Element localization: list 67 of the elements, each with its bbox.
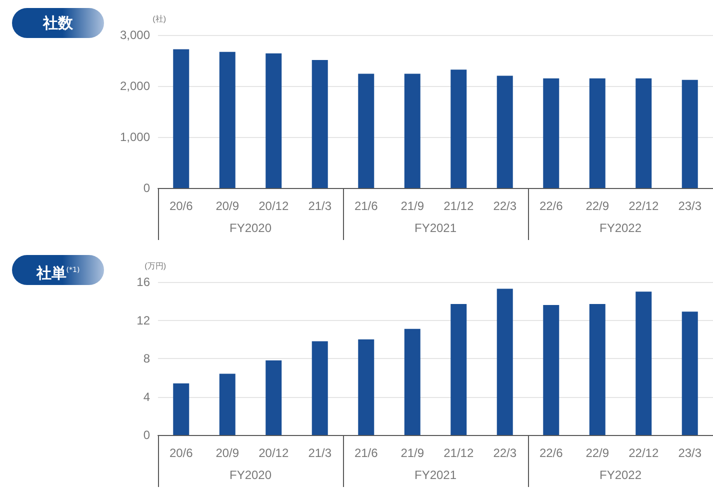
x-tick-label: 20/9 <box>216 446 240 460</box>
bar <box>543 78 560 188</box>
x-tick-label: 20/9 <box>216 199 240 213</box>
x-tick-label: 22/3 <box>493 446 517 460</box>
x-tick-label: 20/12 <box>258 199 289 213</box>
y-tick-label: 4 <box>143 390 150 404</box>
y-tick-label: 0 <box>143 181 150 195</box>
bar <box>219 374 236 435</box>
bar <box>450 304 467 435</box>
y-tick-label: 1,000 <box>120 130 150 144</box>
bar <box>682 312 698 435</box>
y-tick-label: 3,000 <box>120 28 150 42</box>
x-tick-label: 21/12 <box>444 199 474 213</box>
chart-title: 社単$^{(*1)}$ <box>12 255 104 285</box>
y-axis-title: (社) <box>152 14 166 24</box>
y-tick-label: 16 <box>136 275 150 289</box>
x-tick-label: 22/6 <box>539 446 564 460</box>
x-tick-label: 21/3 <box>308 199 332 213</box>
x-tick-label: 21/9 <box>400 199 424 213</box>
x-tick-label: 21/3 <box>308 446 332 460</box>
x-tick-label: 23/3 <box>678 446 702 460</box>
x-tick-label: 22/3 <box>493 199 517 213</box>
bar <box>404 328 420 435</box>
text: FY2022 <box>599 468 642 482</box>
x-tick-label: 23/3 <box>678 199 702 213</box>
bar <box>219 52 236 188</box>
bar <box>173 49 190 188</box>
bar <box>266 53 282 188</box>
bar <box>312 341 328 435</box>
bar <box>496 76 513 188</box>
x-tick-label: 20/12 <box>258 446 289 460</box>
text: FY2020 <box>229 221 272 235</box>
x-tick-label: 20/6 <box>169 446 194 460</box>
bar <box>358 74 374 188</box>
y-tick-label: 2,000 <box>120 79 150 93</box>
x-tick-label: 21/6 <box>354 446 378 460</box>
text: FY2021 <box>414 468 457 482</box>
bar <box>589 78 606 188</box>
bar <box>266 360 282 435</box>
y-tick-label: 0 <box>143 428 150 442</box>
bar <box>496 288 513 435</box>
x-tick-label: 21/6 <box>354 199 378 213</box>
bar <box>404 74 420 188</box>
x-tick-label: 22/9 <box>586 199 610 213</box>
text: FY2020 <box>229 468 272 482</box>
bar <box>636 78 652 188</box>
x-tick-label: 21/12 <box>444 446 474 460</box>
bar <box>682 80 698 188</box>
x-tick-label: 22/9 <box>586 446 610 460</box>
y-axis-title: (万円) <box>144 262 166 270</box>
text: FY2021 <box>414 221 457 235</box>
bar <box>358 339 374 435</box>
bar <box>312 60 328 188</box>
chart-title: 社数 <box>12 8 104 38</box>
bar <box>173 383 190 435</box>
bar <box>543 304 560 435</box>
bar <box>636 292 652 435</box>
y-tick-label: 12 <box>136 313 150 328</box>
x-tick-label: 20/6 <box>169 199 194 213</box>
x-tick-label: 22/12 <box>628 446 659 460</box>
bar <box>589 304 606 435</box>
x-tick-label: 22/6 <box>539 199 564 213</box>
x-tick-label: 21/9 <box>400 446 424 460</box>
x-tick-label: 22/12 <box>628 199 659 213</box>
bar <box>450 70 467 188</box>
text: FY2022 <box>599 221 642 235</box>
y-tick-label: 8 <box>143 352 150 366</box>
